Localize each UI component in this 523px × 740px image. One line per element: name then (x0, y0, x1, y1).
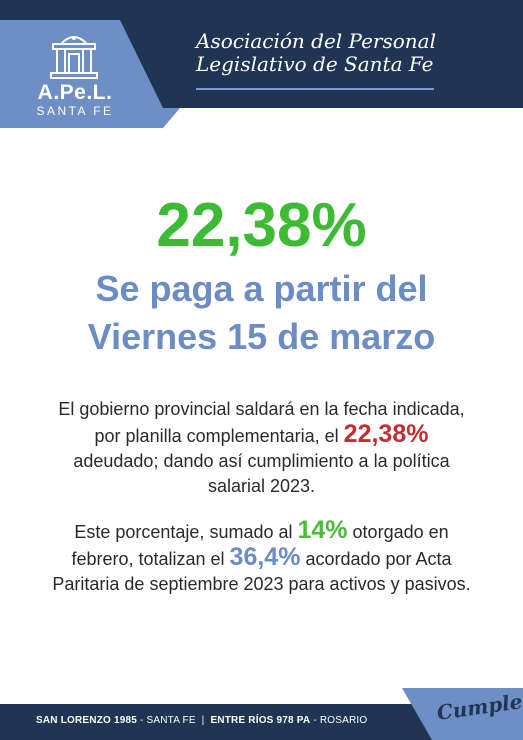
address-separator: | (195, 715, 211, 726)
address1-street: SAN LORENZO 1985 (36, 715, 138, 726)
address2-street: ENTRE RÍOS 978 PA (210, 715, 311, 726)
footer-addresses: SAN LORENZO 1985 - SANTA FE | ENTRE RÍOS… (36, 715, 416, 726)
organization-underline (196, 88, 434, 90)
headline: Se paga a partir del Viernes 15 de marzo (0, 265, 523, 361)
highlight-percentage-blue: 36,4% (229, 543, 301, 571)
organization-name-line2: Legislativo de Santa Fe (196, 52, 434, 76)
paragraph-payment-line1: El gobierno provincial saldará en la fec… (58, 399, 465, 419)
paragraph-total-text: febrero, totalizan el (71, 549, 230, 569)
paragraph-payment-line2: por planilla complementaria, el 22,38% (10, 422, 513, 449)
paragraph-payment: El gobierno provincial saldará en la fec… (10, 397, 513, 499)
organization-name: Asociación del Personal Legislativo de S… (196, 30, 496, 76)
paragraph-total-line2: febrero, totalizan el 36,4% acordado por… (10, 545, 513, 572)
paragraph-payment-text: por planilla complementaria, el (94, 426, 344, 446)
paragraph-total-text: acordado por Acta (300, 549, 452, 569)
headline-line2: Viernes 15 de marzo (87, 316, 436, 357)
big-percentage: 22,38% (156, 191, 367, 260)
paragraph-total-line1: Este porcentaje, sumado al 14% otorgado … (10, 518, 513, 545)
highlight-percentage-red: 22,38% (343, 420, 429, 448)
logo-acronym: A.Pe.L. (37, 81, 113, 104)
logo-location: SANTA FE (36, 104, 114, 118)
paragraph-total-text: Este porcentaje, sumado al (74, 522, 298, 542)
organization-name-line1: Asociación del Personal (196, 29, 436, 53)
highlight-percentage-green: 14% (297, 516, 348, 544)
paragraph-payment-line3: adeudado; dando así cumplimiento a la po… (73, 451, 450, 471)
paragraph-payment-line4: salarial 2023. (207, 476, 316, 496)
paragraph-total-line3: Paritaria de septiembre 2023 para activo… (52, 574, 471, 594)
headline-line1: Se paga a partir del (95, 268, 428, 309)
address2-city: - ROSARIO (310, 715, 368, 726)
building-columns-icon (50, 36, 98, 79)
paragraph-total: Este porcentaje, sumado al 14% otorgado … (10, 518, 513, 597)
paragraph-total-text: otorgado en (347, 522, 449, 542)
address1-city: - SANTA FE (137, 715, 196, 726)
